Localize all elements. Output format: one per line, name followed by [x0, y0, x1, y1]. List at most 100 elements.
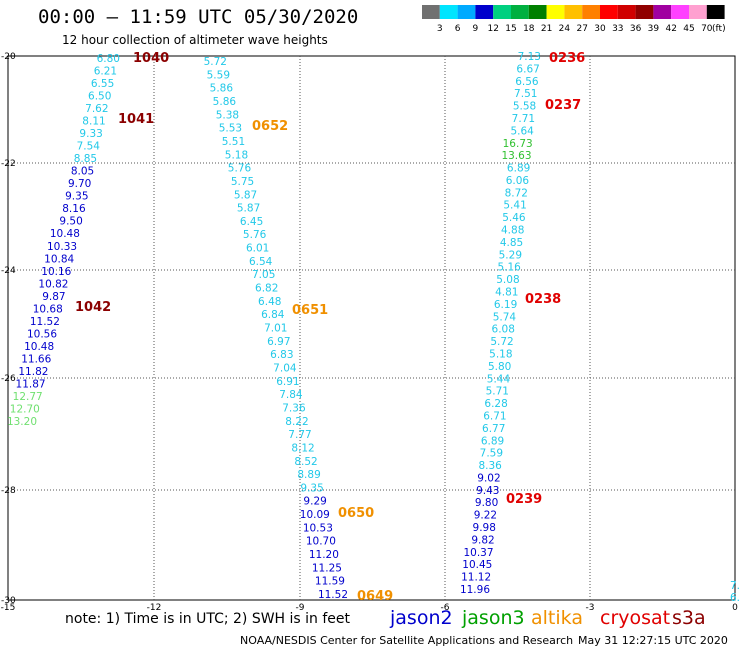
swh-value: 5.44	[487, 373, 511, 385]
scale-tick-label: 27	[576, 24, 587, 34]
swh-value: 11.52	[318, 589, 348, 601]
swh-value: 13.20	[7, 416, 37, 428]
swh-value: 8.36	[478, 460, 502, 472]
scale-swatch	[475, 5, 494, 19]
swh-value: 10.48	[24, 341, 54, 353]
swh-value: 7.71	[512, 113, 535, 125]
swh-value: 5.29	[499, 249, 522, 261]
legend-jason3: jason3	[462, 607, 525, 629]
edge-value: 7.	[730, 580, 740, 592]
swh-value: 16.73	[503, 138, 533, 150]
swh-value: 5.46	[502, 212, 526, 224]
scale-tick-label: 24	[559, 24, 571, 34]
swh-value: 11.25	[312, 562, 342, 574]
swh-value: 7.54	[77, 141, 101, 153]
swh-value: 11.52	[30, 316, 60, 328]
swh-value: 5.76	[228, 163, 252, 175]
swh-value: 5.72	[490, 336, 513, 348]
scale-swatch	[511, 5, 529, 19]
footer-note: note: 1) Time is in UTC; 2) SWH is in fe…	[65, 611, 351, 627]
swh-value: 5.86	[213, 96, 237, 108]
swh-value: 5.18	[489, 348, 512, 360]
swh-value: 7.36	[282, 402, 306, 414]
swh-value: 9.29	[303, 496, 326, 508]
swh-value: 9.82	[471, 534, 494, 546]
swh-value: 10.53	[303, 522, 333, 534]
swh-value: 7.62	[85, 103, 108, 115]
map-title: 00:00 – 11:59 UTC 05/30/2020	[38, 6, 359, 28]
swh-value: 5.59	[207, 69, 230, 81]
scale-tick-label: 15	[505, 24, 516, 34]
credit-text: NOAA/NESDIS Center for Satellite Applica…	[240, 634, 574, 647]
swh-value: 5.51	[222, 136, 245, 148]
swh-value: 5.41	[503, 200, 526, 212]
legend-altika: altika	[531, 607, 583, 629]
swh-value: 8.05	[71, 166, 94, 178]
scale-swatch	[493, 5, 511, 19]
swh-value: 6.89	[481, 435, 504, 447]
scale-tick-label: 6	[455, 24, 461, 34]
swh-value: 7.51	[514, 88, 537, 100]
scale-tick-label: 70	[701, 24, 713, 34]
scale-swatch	[528, 5, 547, 19]
map-frame	[7, 55, 736, 601]
swh-value: 5.71	[486, 386, 509, 398]
swh-value: 7.77	[288, 429, 311, 441]
scale-swatch	[582, 5, 600, 19]
scale-swatch	[564, 5, 583, 19]
swh-value: 10.37	[463, 547, 493, 559]
scale-swatch	[600, 5, 618, 19]
swh-value: 8.11	[82, 116, 105, 128]
scale-tick-label: 12	[487, 24, 498, 34]
swh-value: 6.89	[507, 163, 530, 175]
swh-value: 13.63	[501, 150, 531, 162]
swh-value: 6.50	[88, 91, 111, 103]
altimeter-map: -15 -12 -9 -6 -3 0-20-22-24-26-28-306.806.216…	[1, 51, 740, 610]
scale-tick-label: 21	[541, 24, 552, 34]
scale-tick-label: 36	[630, 24, 642, 34]
swh-value: 6.84	[261, 309, 285, 321]
y-tick-label: -22	[1, 159, 16, 169]
scale-tick-label: 42	[665, 24, 676, 34]
edge-value: 6.	[730, 592, 740, 604]
scale-tick-label: 45	[683, 24, 694, 34]
swh-value: 6.77	[482, 423, 505, 435]
swh-value: 6.06	[506, 175, 530, 187]
scale-swatch	[706, 5, 725, 19]
x-tick-label: 0	[732, 603, 738, 610]
x-tick-label: -3	[586, 603, 595, 610]
swh-value: 5.74	[493, 311, 517, 323]
scale-swatch	[546, 5, 565, 19]
x-tick-label: -15	[1, 603, 16, 610]
swh-value: 9.87	[42, 291, 65, 303]
swh-value: 6.82	[255, 283, 278, 295]
scale-tick-label: 3	[437, 24, 443, 34]
y-tick-label: -26	[1, 374, 16, 384]
swh-value: 5.86	[210, 83, 234, 95]
pass-label: 0239	[506, 492, 542, 507]
swh-value: 10.45	[462, 559, 492, 571]
pass-label: 0649	[357, 589, 393, 604]
swh-value: 6.67	[516, 63, 539, 75]
scale-unit: (ft)	[712, 24, 726, 34]
swh-value: 6.21	[94, 66, 117, 78]
swh-value: 8.22	[285, 416, 308, 428]
swh-value: 5.18	[225, 149, 248, 161]
swh-value: 6.91	[276, 376, 299, 388]
swh-value: 8.85	[74, 153, 97, 165]
swh-value: 9.98	[473, 522, 496, 534]
scale-tick-label: 30	[594, 24, 606, 34]
generated-timestamp: May 31 12:27:15 UTC 2020	[578, 634, 728, 647]
swh-value: 9.70	[68, 178, 91, 190]
pass-label: 0650	[338, 506, 374, 521]
swh-value: 5.75	[231, 176, 254, 188]
swh-value: 6.28	[484, 398, 507, 410]
legend-cryosat: cryosat	[600, 607, 671, 629]
swh-value: 11.82	[18, 366, 48, 378]
swh-value: 6.54	[249, 256, 273, 268]
x-tick-label: -6	[441, 603, 450, 610]
swh-value: 11.66	[21, 353, 51, 365]
swh-value: 10.70	[306, 536, 336, 548]
scale-tick-label: 18	[523, 24, 535, 34]
swh-value: 8.12	[291, 442, 314, 454]
